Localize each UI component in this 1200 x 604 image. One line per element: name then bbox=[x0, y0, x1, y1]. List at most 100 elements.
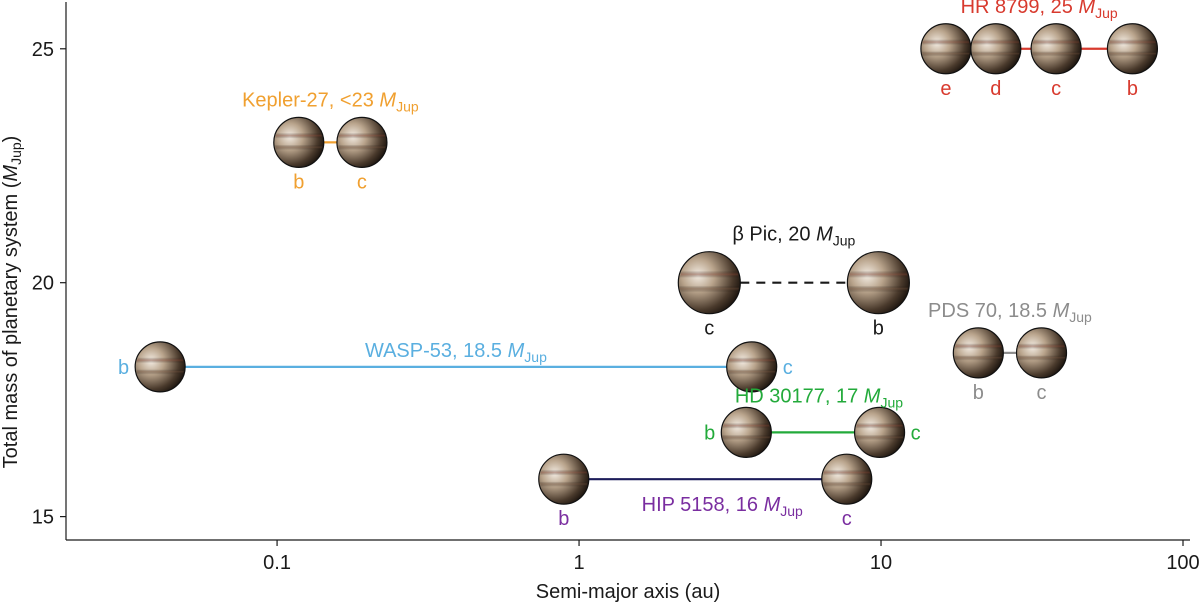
planet-marker bbox=[726, 341, 778, 393]
planet-bands bbox=[679, 252, 740, 313]
x-tick-label: 1 bbox=[573, 552, 584, 574]
system-hr8799: e d c b HR 8799, 25 MJup bbox=[920, 0, 1159, 100]
y-tick-label: 25 bbox=[32, 39, 54, 61]
planet-bands bbox=[822, 455, 871, 504]
planet-bands bbox=[921, 24, 970, 73]
planet-marker bbox=[273, 116, 325, 168]
x-tick-label: 0.1 bbox=[263, 552, 291, 574]
system-pds70: b c PDS 70, 18.5 MJup bbox=[928, 300, 1092, 404]
planet-bands bbox=[337, 118, 386, 167]
planet-bands bbox=[274, 118, 323, 167]
system-label-mass-symbol: M bbox=[1053, 300, 1070, 322]
system-label-mass-symbol: M bbox=[379, 89, 396, 111]
system-label: WASP-53, 18.5 MJup bbox=[365, 340, 547, 365]
system-label-subscript: Jup bbox=[833, 233, 856, 249]
system-hd30177: b c HD 30177, 17 MJup bbox=[704, 385, 921, 458]
system-label-mass-symbol: M bbox=[816, 224, 833, 246]
system-label-text: β Pic, 20 bbox=[732, 224, 816, 246]
system-label-subscript: Jup bbox=[880, 394, 903, 410]
system-label-mass-symbol: M bbox=[1078, 0, 1095, 18]
planet-bands bbox=[1017, 328, 1066, 377]
system-label-mass-symbol: M bbox=[508, 340, 525, 362]
planet-bands bbox=[1032, 24, 1081, 73]
planet-label: c bbox=[783, 357, 793, 379]
planet-label: b bbox=[873, 318, 884, 340]
planet-label: b bbox=[558, 508, 569, 530]
system-label-mass-symbol: M bbox=[864, 385, 881, 407]
x-tick-label: 100 bbox=[1166, 552, 1199, 574]
x-tick-label: 10 bbox=[870, 552, 892, 574]
planet-marker bbox=[1015, 327, 1068, 379]
system-label: Kepler-27, <23 MJup bbox=[242, 89, 419, 114]
system-label-text: PDS 70, 18.5 bbox=[928, 300, 1053, 322]
planet-label: e bbox=[940, 78, 951, 100]
system-label-text: HR 8799, 25 bbox=[961, 0, 1079, 18]
planet-label: c bbox=[842, 508, 852, 530]
system-label: HD 30177, 17 MJup bbox=[735, 385, 903, 410]
planet-marker bbox=[821, 453, 873, 505]
y-tick-label: 15 bbox=[32, 507, 54, 529]
planet-marker bbox=[134, 341, 186, 393]
planet-label: b bbox=[704, 422, 715, 444]
system-label-subscript: Jup bbox=[1095, 5, 1118, 21]
system-betapic: c b β Pic, 20 MJup bbox=[677, 224, 910, 340]
planet-bands bbox=[539, 455, 588, 504]
planet-bands bbox=[954, 328, 1003, 377]
system-label-subscript: Jup bbox=[524, 349, 547, 365]
system-hip5158: b c HIP 5158, 16 MJup bbox=[538, 453, 873, 530]
planet-label: c bbox=[704, 318, 714, 340]
x-ticks: 0.1 1 10 100 bbox=[263, 540, 1200, 574]
system-label-mass-symbol: M bbox=[764, 494, 781, 516]
planet-label: d bbox=[990, 78, 1001, 100]
planet-bands bbox=[848, 252, 909, 313]
planet-label: c bbox=[1051, 78, 1061, 100]
planet-label: c bbox=[1037, 382, 1047, 404]
y-ticks: 15 20 25 bbox=[32, 39, 66, 529]
system-label: HIP 5158, 16 MJup bbox=[642, 494, 803, 519]
planet-label: c bbox=[357, 171, 367, 193]
system-label: HR 8799, 25 MJup bbox=[961, 0, 1118, 21]
planet-bands bbox=[971, 24, 1020, 73]
system-label-subscript: Jup bbox=[780, 503, 803, 519]
y-axis-title-pre: Total mass of planetary system ( bbox=[0, 181, 22, 468]
system-label: PDS 70, 18.5 MJup bbox=[928, 300, 1092, 325]
y-axis-title-m: M bbox=[0, 165, 22, 182]
planet-marker bbox=[952, 327, 1004, 379]
planet-bands bbox=[1108, 24, 1157, 73]
planet-label: b bbox=[293, 171, 304, 193]
y-tick-label: 20 bbox=[32, 273, 54, 295]
planet-marker bbox=[677, 251, 741, 315]
system-label-text: WASP-53, 18.5 bbox=[365, 340, 508, 362]
planet-bands bbox=[855, 408, 904, 457]
planet-marker bbox=[336, 116, 388, 168]
y-axis-title: Total mass of planetary system (MJup) bbox=[0, 136, 24, 469]
planet-marker bbox=[846, 251, 910, 315]
planet-bands bbox=[727, 342, 776, 391]
planet-bands bbox=[136, 342, 185, 391]
planet-bands bbox=[722, 408, 771, 457]
system-wasp53: b c WASP-53, 18.5 MJup bbox=[118, 340, 793, 393]
planet-marker bbox=[538, 453, 590, 505]
planet-marker bbox=[1106, 23, 1159, 75]
system-label-subscript: Jup bbox=[396, 98, 419, 114]
system-label-text: HIP 5158, 16 bbox=[642, 494, 764, 516]
planet-label: b bbox=[118, 357, 129, 379]
planet-marker bbox=[853, 406, 906, 458]
planet-marker bbox=[920, 23, 972, 75]
y-axis-title-sub: Jup bbox=[8, 142, 24, 165]
system-kepler27: b c Kepler-27, <23 MJup bbox=[242, 89, 419, 193]
planet-marker bbox=[720, 406, 772, 458]
system-label-text: Kepler-27, <23 bbox=[242, 89, 379, 111]
planet-label: b bbox=[973, 382, 984, 404]
axes bbox=[65, 2, 1190, 541]
planet-marker bbox=[1030, 23, 1082, 75]
system-label-text: HD 30177, 17 bbox=[735, 385, 864, 407]
planet-label: b bbox=[1127, 78, 1138, 100]
system-label-subscript: Jup bbox=[1069, 309, 1092, 325]
system-label: β Pic, 20 MJup bbox=[732, 224, 855, 249]
planet-label: c bbox=[911, 422, 921, 444]
planet-marker bbox=[970, 23, 1022, 75]
y-axis-title-post: ) bbox=[0, 136, 22, 143]
